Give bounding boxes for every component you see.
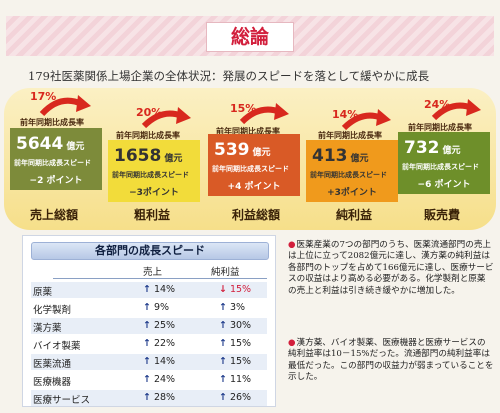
metric-value: 1658 [114,146,162,166]
up-arrow-icon: ↑ [143,284,151,295]
subtitle: 179社医薬関係上場企業の全体状況：発展のスピードを落として緩やかに成長 [28,69,430,83]
up-arrow-icon: ↑ [143,374,151,385]
speed-label: 前年同期比成長スピード [112,171,189,179]
metric-name: 粗利益 [134,208,171,222]
speed-change: +4 ポイント [227,182,281,192]
up-arrow-icon: ↑ [219,338,227,349]
metric-value: 5644 [16,134,64,154]
metric-unit: 億元 [252,148,271,158]
profit-growth: 11% [229,374,252,385]
profit-growth: 15% [229,338,252,349]
speed-label: 前年同期比成長スピード [310,171,387,179]
note-paragraph: ●医薬産業の7つの部門のうち、医薬流通部門の売上は上位に立って2082億元に達し… [288,240,494,297]
sales-growth: 22% [153,338,176,349]
up-arrow-icon: ↑ [143,392,151,403]
metric-unit: 億元 [350,154,369,164]
table-row: 原薬 ↑ 14% ↓ 15% [31,282,267,298]
up-arrow-icon: ↑ [219,392,227,403]
profit-growth: 15% [229,284,252,295]
speed-change: −3ポイント [129,188,179,198]
up-arrow-icon: ↑ [219,356,227,367]
row-name: 医療サービス [33,395,91,406]
table-row: 医療機器 ↑ 24% ↑ 11% [31,372,267,388]
metric-value: 539 [214,140,250,160]
metric-value: 413 [312,146,348,166]
metric-card: 5644 億元 前年同期比成長スピード −2 ポイント [10,128,102,190]
sales-growth: 28% [153,392,176,403]
up-arrow-icon: ↑ [143,302,151,313]
red-dot-icon: ● [288,338,296,348]
table-row: バイオ製薬 ↑ 22% ↑ 15% [31,336,267,352]
up-arrow-icon: ↑ [143,338,151,349]
up-arrow-icon: ↑ [219,302,227,313]
row-name: 化学製剤 [33,305,72,316]
speed-label: 前年同期比成長スピード [402,163,479,171]
table-title: 各部門の成長スピード [31,242,269,260]
period-label: 前年同期比成長率 [20,118,84,127]
table-row: 医薬流通 ↑ 14% ↑ 15% [31,354,267,370]
profit-growth: 3% [229,302,246,313]
sector-growth-table: 各部門の成長スピード 売上 純利益 原薬 ↑ 14% ↓ 15% 化学製剤 ↑ 9% … [22,235,276,407]
metric-card: 1658 億元 前年同期比成長スピード −3ポイント [108,140,200,202]
metric-card: 732 億元 前年同期比成長スピード −6 ポイント [398,132,490,194]
metric-unit: 億元 [66,142,85,152]
table-row: 漢方薬 ↑ 25% ↑ 30% [31,318,267,334]
sales-growth: 25% [153,320,176,331]
sales-growth: 14% [153,284,176,295]
speed-change: −2 ポイント [29,176,83,186]
speed-label: 前年同期比成長スピード [14,159,91,167]
metric-value: 732 [404,138,440,158]
speed-change: −6 ポイント [417,180,471,190]
up-arrow-icon: ↑ [143,356,151,367]
curved-arrow-icon [239,103,289,125]
growth-rate: 17% [30,90,57,103]
profit-growth: 30% [229,320,252,331]
header-divider [53,278,267,279]
row-name: 漢方薬 [33,323,62,334]
period-label: 前年同期比成長率 [116,131,180,140]
note-text: 医薬産業の7つの部門のうち、医薬流通部門の売上は上位に立って2082億元に達し、… [288,240,494,296]
period-label: 前年同期比成長率 [318,131,382,140]
table-row: 化学製剤 ↑ 9% ↑ 3% [31,300,267,316]
note-text: 漢方薬、バイオ製薬、医療機器と医療サービスの純利益率は10－15%だった。流通部… [288,338,494,383]
metric-name: 販売費 [424,208,461,222]
down-arrow-icon: ↓ [219,284,227,295]
metric-name: 純利益 [336,208,373,222]
up-arrow-icon: ↑ [143,320,151,331]
row-name: 医薬流通 [33,359,72,370]
sales-growth: 14% [153,356,176,367]
sales-growth: 9% [153,302,170,313]
row-name: 原薬 [33,287,53,298]
sales-growth: 24% [153,374,176,385]
profit-growth: 26% [229,392,252,403]
note-paragraph: ●漢方薬、バイオ製薬、医療機器と医療サービスの純利益率は10－15%だった。流通… [288,338,494,384]
period-label: 前年同期比成長率 [216,127,280,136]
table-row: 医療サービス ↑ 28% ↑ 26% [31,390,267,406]
up-arrow-icon: ↑ [219,374,227,385]
row-name: バイオ製薬 [33,341,81,352]
up-arrow-icon: ↑ [219,320,227,331]
growth-rate: 14% [332,108,359,121]
red-dot-icon: ● [288,240,296,250]
profit-growth: 15% [229,356,252,367]
page-title: 総論 [206,22,294,52]
curved-arrow-icon [431,99,481,121]
metric-name: 利益総額 [232,208,281,222]
speed-change: +3ポイント [327,188,377,198]
metric-unit: 億元 [164,154,183,164]
column-header-profit: 純利益 [211,267,240,278]
speed-label: 前年同期比成長スピード [212,165,289,173]
metric-card: 539 億元 前年同期比成長スピード +4 ポイント [208,134,300,196]
column-header-sales: 売上 [143,267,163,278]
metric-name: 売上総額 [30,208,79,222]
row-name: 医療機器 [33,377,72,388]
curved-arrow-icon [141,107,191,129]
curved-arrow-icon [341,109,391,131]
metric-card: 413 億元 前年同期比成長スピード +3ポイント [306,140,398,202]
growth-rate: 15% [230,102,257,115]
period-label: 前年同期比成長率 [408,123,472,132]
metric-unit: 億元 [442,146,461,156]
curved-arrow-icon [39,95,91,117]
